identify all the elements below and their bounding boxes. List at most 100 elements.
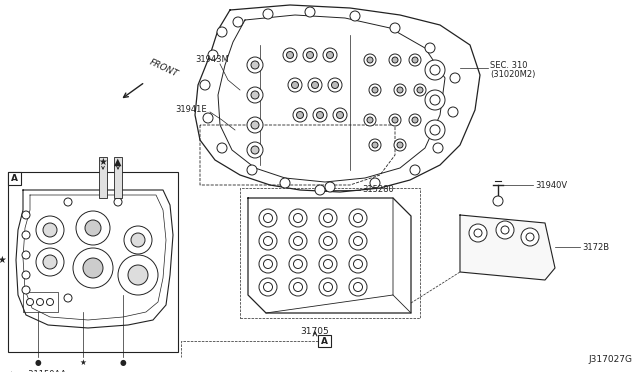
- Circle shape: [425, 60, 445, 80]
- Text: (31020M2): (31020M2): [490, 70, 536, 78]
- Circle shape: [247, 87, 263, 103]
- Circle shape: [22, 211, 30, 219]
- Circle shape: [394, 139, 406, 151]
- Circle shape: [217, 27, 227, 37]
- Circle shape: [247, 117, 263, 133]
- Circle shape: [521, 228, 539, 246]
- Circle shape: [247, 57, 263, 73]
- Circle shape: [289, 232, 307, 250]
- Circle shape: [307, 51, 314, 58]
- Circle shape: [47, 298, 54, 305]
- Circle shape: [128, 265, 148, 285]
- Circle shape: [397, 87, 403, 93]
- Text: 31943M: 31943M: [195, 55, 228, 64]
- Circle shape: [291, 81, 298, 89]
- Circle shape: [332, 81, 339, 89]
- Circle shape: [251, 146, 259, 154]
- Circle shape: [76, 211, 110, 245]
- Bar: [8, 172, 21, 185]
- Circle shape: [64, 198, 72, 206]
- Circle shape: [425, 43, 435, 53]
- Circle shape: [124, 226, 152, 254]
- Circle shape: [370, 178, 380, 188]
- Circle shape: [247, 165, 257, 175]
- Circle shape: [450, 73, 460, 83]
- Circle shape: [389, 114, 401, 126]
- Text: FRONT: FRONT: [148, 58, 180, 79]
- Circle shape: [251, 91, 259, 99]
- Circle shape: [409, 114, 421, 126]
- Circle shape: [296, 112, 303, 119]
- Circle shape: [251, 121, 259, 129]
- Bar: [114, 157, 122, 198]
- Circle shape: [319, 232, 337, 250]
- Circle shape: [323, 48, 337, 62]
- Circle shape: [22, 286, 30, 294]
- Circle shape: [425, 120, 445, 140]
- Circle shape: [372, 87, 378, 93]
- Circle shape: [425, 90, 445, 110]
- Circle shape: [303, 48, 317, 62]
- Circle shape: [36, 216, 64, 244]
- Text: A: A: [11, 174, 18, 183]
- Circle shape: [287, 51, 294, 58]
- Circle shape: [293, 108, 307, 122]
- Circle shape: [367, 117, 373, 123]
- Circle shape: [73, 248, 113, 288]
- Text: ★ — 31150AA: ★ — 31150AA: [8, 369, 67, 372]
- Circle shape: [369, 139, 381, 151]
- Text: A: A: [321, 337, 328, 346]
- Circle shape: [493, 196, 503, 206]
- Circle shape: [280, 178, 290, 188]
- Bar: [318, 335, 331, 347]
- Text: ▲: ▲: [115, 157, 122, 167]
- Circle shape: [328, 78, 342, 92]
- Circle shape: [83, 258, 103, 278]
- Circle shape: [392, 57, 398, 63]
- Circle shape: [289, 209, 307, 227]
- Circle shape: [349, 232, 367, 250]
- Circle shape: [350, 11, 360, 21]
- Circle shape: [43, 223, 57, 237]
- Circle shape: [259, 232, 277, 250]
- Bar: [240, 188, 420, 318]
- Text: ●: ●: [35, 357, 42, 366]
- Circle shape: [315, 185, 325, 195]
- Circle shape: [319, 255, 337, 273]
- Circle shape: [114, 198, 122, 206]
- Circle shape: [392, 117, 398, 123]
- Circle shape: [448, 107, 458, 117]
- Text: ★: ★: [79, 357, 86, 366]
- Circle shape: [312, 81, 319, 89]
- Circle shape: [131, 233, 145, 247]
- Circle shape: [36, 298, 44, 305]
- Circle shape: [367, 57, 373, 63]
- Circle shape: [118, 255, 158, 295]
- Circle shape: [394, 84, 406, 96]
- Circle shape: [349, 209, 367, 227]
- Circle shape: [325, 182, 335, 192]
- Circle shape: [200, 80, 210, 90]
- Circle shape: [259, 209, 277, 227]
- Circle shape: [289, 255, 307, 273]
- Circle shape: [289, 278, 307, 296]
- Circle shape: [305, 7, 315, 17]
- Circle shape: [469, 224, 487, 242]
- Circle shape: [326, 51, 333, 58]
- Circle shape: [259, 278, 277, 296]
- Circle shape: [397, 142, 403, 148]
- Circle shape: [64, 294, 72, 302]
- Circle shape: [313, 108, 327, 122]
- Circle shape: [349, 278, 367, 296]
- Circle shape: [317, 112, 323, 119]
- Circle shape: [259, 255, 277, 273]
- Polygon shape: [460, 215, 555, 280]
- Circle shape: [208, 50, 218, 60]
- Circle shape: [433, 143, 443, 153]
- Text: 31705: 31705: [301, 327, 330, 336]
- Circle shape: [217, 143, 227, 153]
- Circle shape: [283, 48, 297, 62]
- Circle shape: [410, 165, 420, 175]
- Circle shape: [319, 278, 337, 296]
- Circle shape: [412, 57, 418, 63]
